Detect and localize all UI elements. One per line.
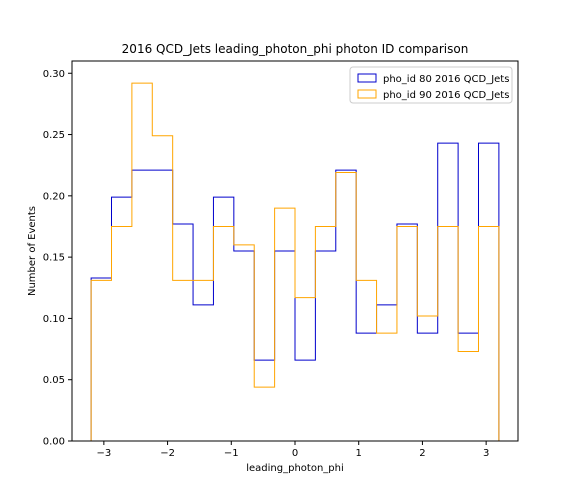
y-tick-label: 0.20 — [43, 191, 65, 202]
y-tick-label: 0.05 — [43, 375, 65, 386]
x-tick-label: 2 — [419, 448, 425, 459]
x-tick-label: 0 — [292, 448, 298, 459]
legend-label-2: pho_id 90 2016 QCD_Jets — [383, 90, 509, 101]
legend: pho_id 80 2016 QCD_Jets pho_id 90 2016 QC… — [350, 67, 512, 103]
x-axis-label: leading_photon_phi — [246, 463, 344, 474]
x-tick-label: 1 — [356, 448, 362, 459]
y-tick-label: 0.25 — [43, 130, 65, 141]
chart-title: 2016 QCD_Jets leading_photon_phi photon … — [122, 42, 469, 56]
x-tick-label: 3 — [483, 448, 489, 459]
x-tick-label: −2 — [160, 448, 175, 459]
y-tick-label: 0.15 — [43, 253, 65, 264]
y-tick-label: 0.00 — [43, 437, 65, 448]
legend-label-1: pho_id 80 2016 QCD_Jets — [383, 74, 509, 85]
x-tick-label: −1 — [224, 448, 239, 459]
y-tick-label: 0.30 — [43, 69, 65, 80]
y-axis-label: Number of Events — [27, 206, 38, 296]
x-tick-label: −3 — [96, 448, 111, 459]
y-tick-label: 0.10 — [43, 314, 65, 325]
